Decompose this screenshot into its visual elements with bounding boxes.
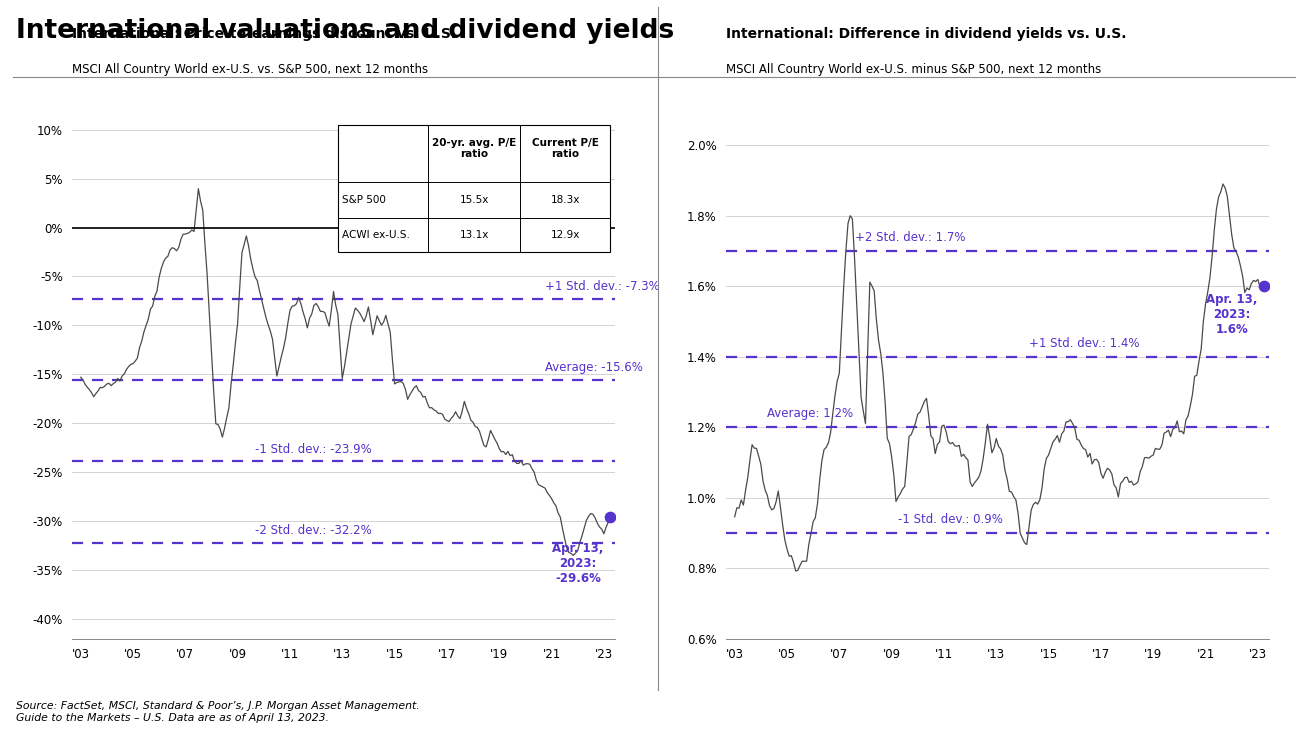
Text: S&P 500: S&P 500 [343,195,386,205]
Text: MSCI All Country World ex-U.S. minus S&P 500, next 12 months: MSCI All Country World ex-U.S. minus S&P… [726,62,1101,76]
Text: International: Price-to-earnings discount vs. U.S.: International: Price-to-earnings discoun… [72,27,456,41]
Text: 12.9x: 12.9x [551,230,581,240]
Text: International: Difference in dividend yields vs. U.S.: International: Difference in dividend yi… [726,27,1126,41]
Text: 20-yr. avg. P/E
ratio: 20-yr. avg. P/E ratio [432,138,517,159]
Text: +2 Std. dev.: 1.7%: +2 Std. dev.: 1.7% [854,231,965,244]
Text: -1 Std. dev.: 0.9%: -1 Std. dev.: 0.9% [899,513,1003,526]
Point [1254,280,1275,292]
Text: Average: 1.2%: Average: 1.2% [768,407,854,420]
Text: International valuations and dividend yields: International valuations and dividend yi… [16,18,674,44]
Text: Apr. 13,
2023:
-29.6%: Apr. 13, 2023: -29.6% [552,542,604,585]
Text: +1 Std. dev.: -7.3%: +1 Std. dev.: -7.3% [545,280,659,293]
Bar [337,125,611,252]
Text: 13.1x: 13.1x [459,230,489,240]
Point [600,512,621,523]
Text: +1 Std. dev.: 1.4%: +1 Std. dev.: 1.4% [1029,337,1139,349]
Text: 15.5x: 15.5x [459,195,489,205]
Text: Current P/E
ratio: Current P/E ratio [532,138,599,159]
Text: Average: -15.6%: Average: -15.6% [545,361,642,374]
Text: 18.3x: 18.3x [551,195,581,205]
Text: MSCI All Country World ex-U.S. vs. S&P 500, next 12 months: MSCI All Country World ex-U.S. vs. S&P 5… [72,62,428,76]
Text: -1 Std. dev.: -23.9%: -1 Std. dev.: -23.9% [255,443,371,456]
Text: -2 Std. dev.: -32.2%: -2 Std. dev.: -32.2% [255,524,371,537]
Text: Source: FactSet, MSCI, Standard & Poor’s, J.P. Morgan Asset Management.
Guide to: Source: FactSet, MSCI, Standard & Poor’s… [16,701,420,722]
Text: ACWI ex-U.S.: ACWI ex-U.S. [343,230,411,240]
Text: Apr. 13,
2023:
1.6%: Apr. 13, 2023: 1.6% [1206,294,1258,336]
